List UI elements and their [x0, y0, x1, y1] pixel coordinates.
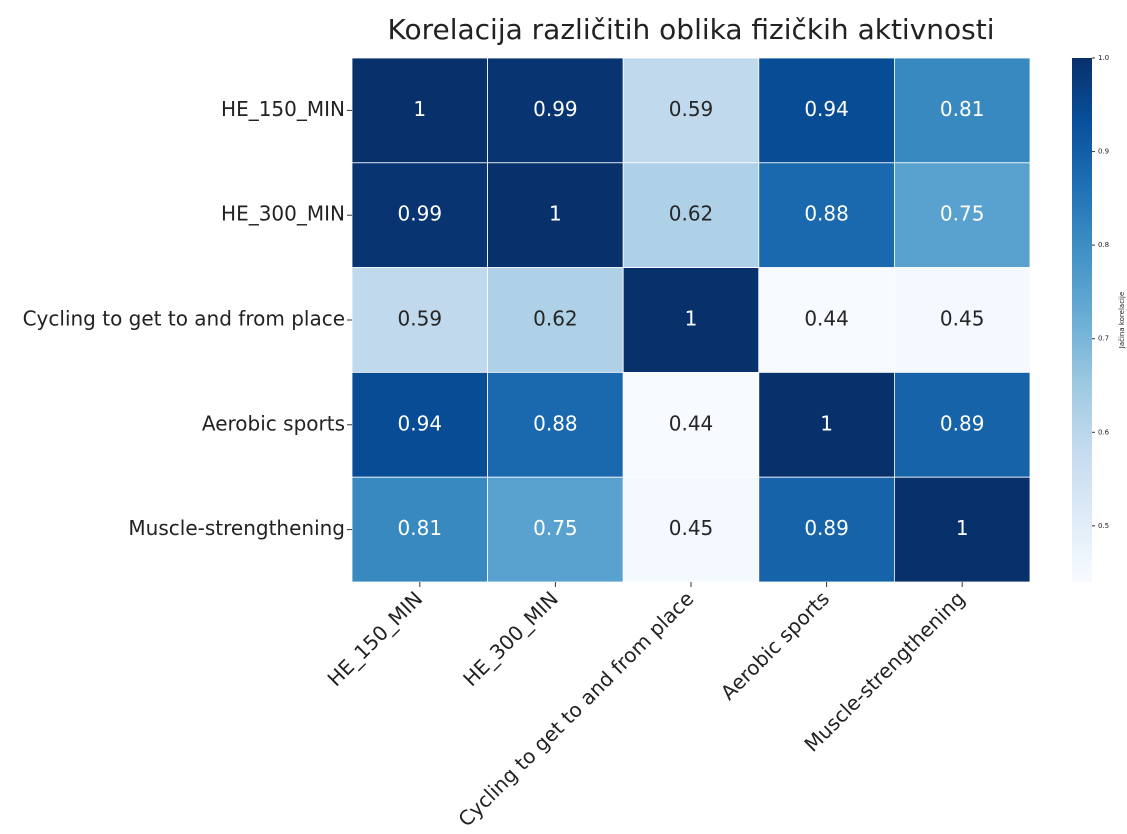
y-tick-label: HE_150_MIN — [221, 97, 345, 121]
x-tick-label: Cycling to get to and from place — [453, 586, 698, 831]
cell-label: 0.88 — [533, 411, 578, 435]
colorbar-tick-label: 0.7 — [1098, 335, 1109, 343]
cell-label: 0.89 — [804, 516, 849, 540]
cell-label: 0.62 — [533, 307, 578, 331]
cell-label: 0.75 — [940, 202, 985, 226]
cell-label: 1 — [685, 307, 698, 331]
cell-label: 0.45 — [940, 307, 985, 331]
heatmap-cell — [894, 162, 1031, 269]
colorbar-tick-label: 1.0 — [1098, 54, 1109, 62]
heatmap-cell — [351, 57, 489, 164]
colorbar — [1072, 58, 1092, 582]
cell-label: 0.75 — [533, 516, 578, 540]
y-tick-label: Aerobic sports — [202, 411, 345, 435]
colorbar-tick-label: 0.9 — [1098, 148, 1109, 156]
y-tick-label: Muscle-strengthening — [128, 516, 345, 540]
y-tick-label: HE_300_MIN — [221, 202, 345, 226]
x-tick-label: Aerobic sports — [716, 586, 834, 704]
cell-label: 1 — [413, 97, 426, 121]
heatmap-cell — [622, 162, 760, 269]
heatmap-cell — [758, 371, 895, 478]
heatmap-cell — [487, 371, 624, 478]
cell-label: 0.94 — [804, 97, 849, 121]
cell-label: 0.99 — [398, 202, 443, 226]
heatmap-cell — [487, 162, 624, 269]
heatmap-cell — [894, 476, 1031, 583]
y-tick-label: Cycling to get to and from place — [23, 307, 345, 331]
cell-label: 0.59 — [669, 97, 714, 121]
cell-label: 1 — [820, 411, 833, 435]
heatmap-cell — [487, 57, 624, 164]
cell-label: 0.89 — [940, 411, 985, 435]
cell-label: 0.62 — [669, 202, 714, 226]
heatmap-cell — [894, 267, 1031, 373]
x-tick-label: HE_300_MIN — [458, 586, 563, 691]
colorbar-label: Jačina korelacije — [1118, 292, 1126, 350]
cell-label: 0.81 — [398, 516, 443, 540]
heatmap-cell — [622, 267, 760, 373]
cell-label: 0.45 — [669, 516, 714, 540]
heatmap-cell — [351, 476, 489, 583]
cell-label: 0.44 — [804, 307, 849, 331]
heatmap-cell — [622, 371, 760, 478]
heatmap-cell — [487, 476, 624, 583]
cell-label: 0.44 — [669, 411, 714, 435]
cell-label: 0.59 — [398, 307, 443, 331]
chart-title: Korelacija različitih oblika fizičkih ak… — [388, 13, 995, 46]
heatmap-cell — [758, 57, 895, 164]
cell-label: 0.99 — [533, 97, 578, 121]
colorbar-tick-label: 0.8 — [1098, 241, 1109, 249]
heatmap-cell — [894, 57, 1031, 164]
cell-label: 1 — [956, 516, 969, 540]
cell-label: 0.88 — [804, 202, 849, 226]
cell-label: 1 — [549, 202, 562, 226]
heatmap-cell — [894, 371, 1031, 478]
heatmap-cell — [487, 267, 624, 373]
colorbar-tick-label: 0.5 — [1098, 522, 1109, 530]
heatmap-cell — [758, 267, 895, 373]
heatmap-cell — [622, 476, 760, 583]
cell-label: 0.94 — [398, 411, 443, 435]
heatmap-cell — [622, 57, 760, 164]
cell-label: 0.81 — [940, 97, 985, 121]
heatmap-cell — [351, 162, 489, 269]
x-tick-label: HE_150_MIN — [323, 586, 428, 691]
colorbar-tick-label: 0.6 — [1098, 428, 1110, 436]
